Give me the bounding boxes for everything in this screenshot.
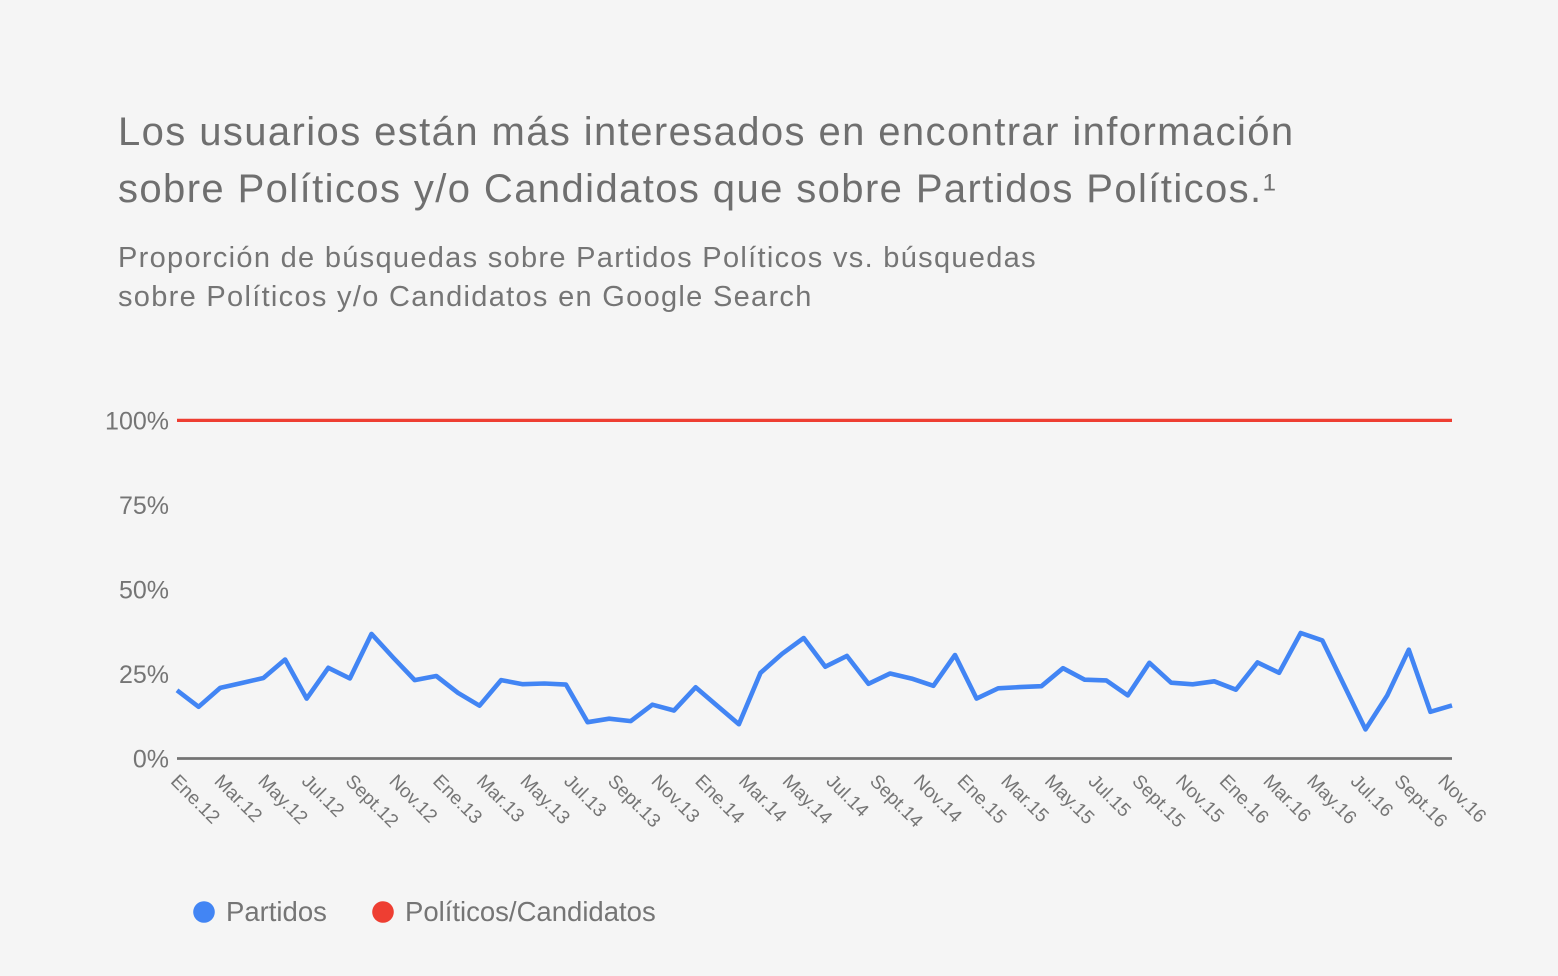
svg-text:0%: 0% [133,746,169,774]
svg-text:100%: 100% [105,408,169,436]
svg-text:25%: 25% [119,661,169,689]
svg-text:50%: 50% [119,577,169,605]
svg-text:Partidos: Partidos [226,896,327,927]
svg-text:75%: 75% [119,492,169,520]
svg-text:Políticos/Candidatos: Políticos/Candidatos [405,896,656,927]
